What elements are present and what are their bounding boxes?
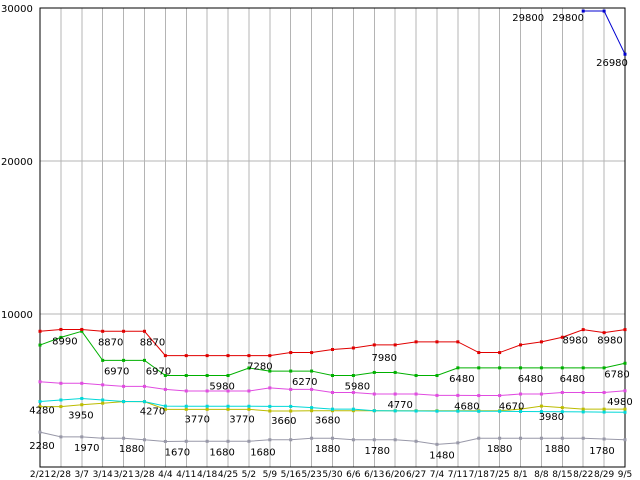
svg-text:6970: 6970 [104,366,129,377]
svg-text:1970: 1970 [74,443,99,454]
svg-text:4/18: 4/18 [197,470,217,480]
svg-text:5980: 5980 [209,382,234,393]
svg-text:7/11: 7/11 [448,470,468,480]
svg-text:1880: 1880 [315,444,340,455]
svg-text:30000: 30000 [1,4,33,15]
svg-text:2/21: 2/21 [30,470,50,480]
svg-text:10000: 10000 [1,310,33,321]
svg-text:8/22: 8/22 [573,470,593,480]
svg-text:5/9: 5/9 [263,470,278,480]
svg-text:1680: 1680 [209,447,234,458]
svg-text:20000: 20000 [1,157,33,168]
svg-text:6480: 6480 [518,374,543,385]
svg-text:7980: 7980 [372,353,397,364]
svg-text:2/28: 2/28 [51,470,71,480]
svg-text:1480: 1480 [429,450,454,461]
svg-text:3950: 3950 [68,411,93,422]
svg-text:6/6: 6/6 [346,470,361,480]
svg-text:3/14: 3/14 [93,470,113,480]
svg-text:7/4: 7/4 [430,470,445,480]
svg-text:1780: 1780 [589,446,614,457]
svg-text:3980: 3980 [539,412,564,423]
svg-text:4980: 4980 [607,397,632,408]
svg-text:3770: 3770 [229,414,254,425]
svg-text:3/28: 3/28 [134,470,154,480]
svg-text:6/13: 6/13 [364,470,384,480]
svg-text:3/7: 3/7 [75,470,89,480]
svg-text:7/25: 7/25 [490,470,510,480]
svg-text:8/29: 8/29 [594,470,614,480]
svg-text:7280: 7280 [247,362,272,373]
svg-text:4270: 4270 [140,407,165,418]
svg-text:1880: 1880 [119,444,144,455]
svg-text:4280: 4280 [29,406,54,417]
svg-text:6/20: 6/20 [385,470,405,480]
svg-text:8/15: 8/15 [552,470,572,480]
svg-text:1680: 1680 [250,447,275,458]
svg-text:7/18: 7/18 [469,470,489,480]
svg-text:4/4: 4/4 [158,470,173,480]
svg-text:4/25: 4/25 [218,470,238,480]
svg-text:6780: 6780 [604,369,629,380]
svg-text:9/5: 9/5 [618,470,632,480]
svg-text:29800: 29800 [552,13,584,24]
svg-text:5/23: 5/23 [301,470,321,480]
svg-text:8980: 8980 [597,336,622,347]
svg-text:6480: 6480 [449,374,474,385]
svg-text:8870: 8870 [98,337,123,348]
svg-text:8/1: 8/1 [513,470,527,480]
svg-text:4670: 4670 [499,402,524,413]
svg-text:6270: 6270 [292,377,317,388]
svg-text:26980: 26980 [596,58,628,69]
svg-text:1880: 1880 [487,444,512,455]
svg-text:8/8: 8/8 [534,470,549,480]
svg-text:29800: 29800 [512,13,544,24]
svg-text:2280: 2280 [29,441,54,452]
svg-text:5/2: 5/2 [242,470,256,480]
svg-text:4680: 4680 [454,401,479,412]
svg-text:3660: 3660 [271,416,296,427]
svg-text:3680: 3680 [315,416,340,427]
svg-text:8980: 8980 [562,336,587,347]
svg-text:1780: 1780 [365,446,390,457]
svg-text:1670: 1670 [165,447,190,458]
svg-text:6480: 6480 [560,374,585,385]
svg-text:4/11: 4/11 [176,470,196,480]
svg-text:6/27: 6/27 [406,470,426,480]
svg-text:6970: 6970 [146,366,171,377]
svg-text:8990: 8990 [52,336,77,347]
svg-text:5/30: 5/30 [322,470,342,480]
svg-text:5/16: 5/16 [281,470,301,480]
svg-text:1880: 1880 [545,444,570,455]
svg-text:3770: 3770 [185,414,210,425]
svg-text:4770: 4770 [387,400,412,411]
svg-text:5980: 5980 [345,382,370,393]
svg-text:8870: 8870 [140,337,165,348]
svg-text:3/21: 3/21 [113,470,133,480]
